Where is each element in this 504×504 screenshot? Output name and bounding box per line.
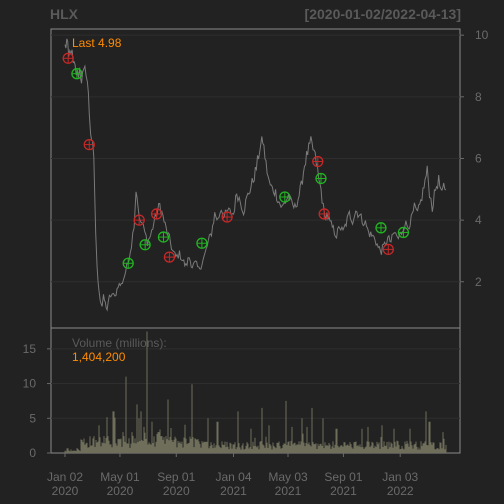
price-tick-label: 4	[475, 213, 482, 227]
last-price-label: Last 4.98	[72, 36, 122, 50]
signal-marker	[150, 208, 163, 220]
x-tick-label-year: 2020	[163, 484, 190, 498]
signal-marker	[312, 155, 324, 168]
chart-date-range: [2020-01-02/2022-04-13]	[305, 6, 461, 22]
signal-marker	[163, 251, 176, 263]
volume-label: Volume (millions):	[72, 336, 167, 350]
x-tick-label-date: Sep 01	[157, 470, 195, 484]
signal-marker	[196, 237, 208, 249]
signal-marker	[83, 138, 95, 151]
chart-title-symbol: HLX	[50, 6, 79, 22]
x-tick-label-date: May 01	[100, 470, 140, 484]
volume-tick-label: 10	[23, 377, 37, 391]
signal-marker	[139, 239, 151, 251]
price-tick-label: 6	[475, 151, 482, 165]
signal-marker	[221, 211, 233, 223]
signal-markers	[62, 52, 410, 269]
volume-tick-label: 0	[29, 446, 36, 460]
price-tick-label: 2	[475, 275, 482, 289]
signal-marker	[318, 208, 330, 220]
x-tick-label-date: Jan 02	[47, 470, 83, 484]
x-tick-label-year: 2021	[220, 484, 247, 498]
volume-tick-label: 5	[29, 411, 36, 425]
x-tick-label-year: 2020	[52, 484, 79, 498]
signal-marker	[62, 52, 74, 64]
x-tick-label-date: Jan 04	[216, 470, 252, 484]
x-tick-label-date: May 03	[268, 470, 308, 484]
x-tick-label-date: Jan 03	[382, 470, 418, 484]
volume-value: 1,404,200	[72, 350, 126, 364]
grid-layer	[51, 34, 460, 419]
signal-marker	[157, 231, 170, 243]
price-tick-label: 8	[475, 90, 482, 104]
x-tick-label-year: 2021	[330, 484, 357, 498]
signal-marker	[122, 257, 134, 269]
price-tick-label: 10	[475, 28, 489, 42]
price-panel-frame	[50, 28, 461, 329]
x-tick-label-year: 2020	[107, 484, 134, 498]
x-tick-label-year: 2021	[275, 484, 302, 498]
signal-marker	[382, 243, 394, 256]
signal-marker	[315, 172, 327, 185]
signal-marker	[71, 68, 83, 80]
signal-marker	[397, 226, 410, 239]
signal-marker	[133, 214, 145, 226]
x-tick-label-year: 2022	[387, 484, 414, 498]
x-tick-label-date: Sep 01	[324, 470, 362, 484]
volume-tick-label: 15	[23, 342, 37, 356]
signal-marker	[375, 222, 387, 234]
signal-marker	[279, 191, 291, 203]
volume-bars	[64, 331, 447, 453]
